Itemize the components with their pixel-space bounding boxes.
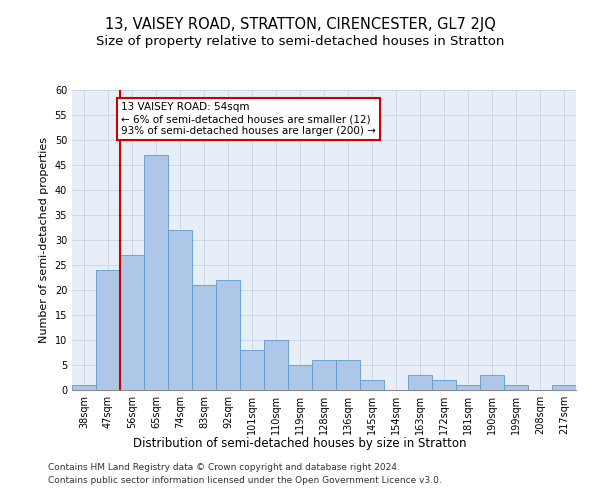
Bar — [264, 340, 288, 390]
Text: 13, VAISEY ROAD, STRATTON, CIRENCESTER, GL7 2JQ: 13, VAISEY ROAD, STRATTON, CIRENCESTER, … — [104, 18, 496, 32]
Bar — [216, 280, 240, 390]
Bar — [72, 385, 96, 390]
Bar — [96, 270, 120, 390]
Y-axis label: Number of semi-detached properties: Number of semi-detached properties — [39, 137, 49, 343]
Bar — [312, 360, 336, 390]
Bar — [504, 385, 528, 390]
Bar — [144, 155, 168, 390]
Bar — [120, 255, 144, 390]
Bar — [480, 375, 504, 390]
Bar — [240, 350, 264, 390]
Bar — [408, 375, 432, 390]
Bar — [360, 380, 384, 390]
Text: Contains public sector information licensed under the Open Government Licence v3: Contains public sector information licen… — [48, 476, 442, 485]
Bar — [336, 360, 360, 390]
Bar — [432, 380, 456, 390]
Bar — [192, 285, 216, 390]
Text: Size of property relative to semi-detached houses in Stratton: Size of property relative to semi-detach… — [96, 35, 504, 48]
Bar — [456, 385, 480, 390]
Bar — [288, 365, 312, 390]
Bar — [168, 230, 192, 390]
Bar — [552, 385, 576, 390]
Text: Contains HM Land Registry data © Crown copyright and database right 2024.: Contains HM Land Registry data © Crown c… — [48, 464, 400, 472]
Text: Distribution of semi-detached houses by size in Stratton: Distribution of semi-detached houses by … — [133, 438, 467, 450]
Text: 13 VAISEY ROAD: 54sqm
← 6% of semi-detached houses are smaller (12)
93% of semi-: 13 VAISEY ROAD: 54sqm ← 6% of semi-detac… — [121, 102, 376, 136]
